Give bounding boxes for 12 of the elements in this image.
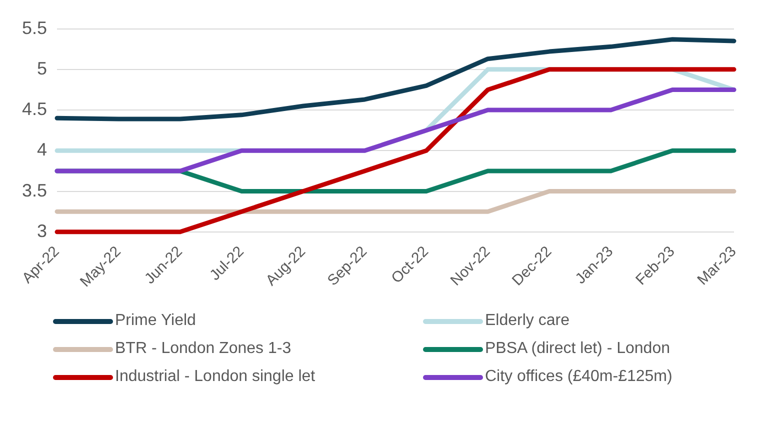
legend-label: PBSA (direct let) - London	[485, 340, 670, 358]
legend-label: BTR - London Zones 1-3	[115, 340, 292, 358]
y-tick-label: 4.5	[22, 99, 48, 120]
legend-label: Prime Yield	[115, 312, 196, 330]
legend-label: City offices (£40m-£125m)	[485, 368, 672, 386]
legend-label: Industrial - London single let	[115, 368, 316, 386]
legend-label: Elderly care	[485, 312, 570, 330]
y-tick-label: 3.5	[22, 180, 48, 200]
y-tick-label: 5	[37, 58, 48, 78]
y-tick-label: 5.5	[22, 18, 48, 38]
y-tick-label: 4	[37, 140, 48, 160]
y-tick-label: 3	[37, 220, 48, 241]
